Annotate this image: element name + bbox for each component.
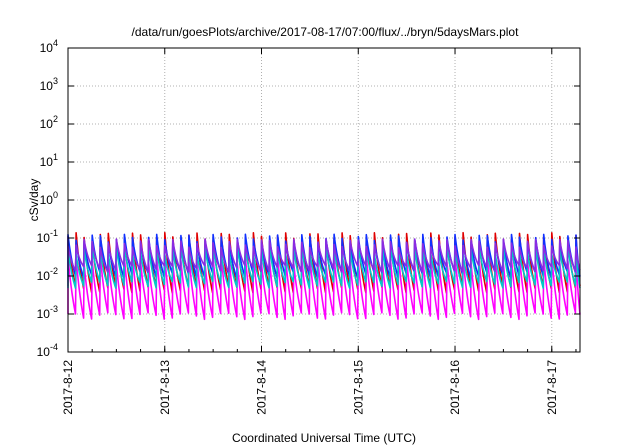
y-tick-label: 10-2	[37, 266, 58, 283]
x-tick-label: 2017-8-14	[255, 360, 269, 415]
y-axis: 10-4 10-3 10-2 10-1 100 101 102 103 104	[37, 38, 580, 359]
y-tick-label: 100	[40, 190, 58, 207]
y-tick-label: 10-3	[37, 304, 58, 321]
x-tick-label: 2017-8-15	[351, 360, 365, 415]
y-tick-label: 103	[40, 76, 58, 93]
x-tick-label: 2017-8-16	[448, 360, 462, 415]
x-axis: 2017-8-12 2017-8-13 2017-8-14 2017-8-15 2017…	[61, 48, 577, 415]
y-tick-label: 104	[40, 38, 58, 55]
y-axis-label: cSv/day	[27, 179, 41, 222]
x-axis-label: Coordinated Universal Time (UTC)	[232, 431, 416, 445]
x-tick-label: 2017-8-13	[158, 360, 172, 415]
series-line	[67, 238, 581, 273]
y-tick-label: 101	[40, 152, 58, 169]
chart-title: /data/run/goesPlots/archive/2017-08-17/0…	[132, 25, 520, 39]
plot-series	[67, 231, 581, 321]
series-line	[67, 245, 581, 289]
y-tick-label: 10-1	[37, 228, 58, 245]
y-tick-label: 102	[40, 114, 58, 131]
series-line	[67, 254, 581, 321]
y-tick-label: 10-4	[37, 342, 58, 359]
x-tick-label: 2017-8-12	[61, 360, 75, 415]
x-tick-label: 2017-8-17	[545, 360, 559, 415]
